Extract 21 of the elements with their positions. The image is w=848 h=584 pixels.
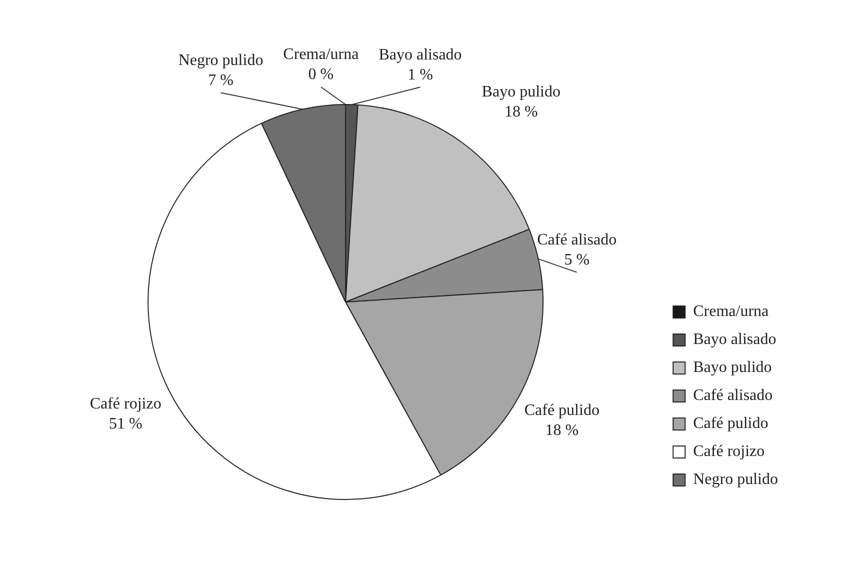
slice-label: Café rojizo bbox=[90, 395, 162, 412]
category-label: Crema/urna bbox=[283, 46, 359, 64]
legend-label: Crema/urna bbox=[693, 303, 769, 320]
slice-label: Negro pulido bbox=[178, 52, 264, 69]
legend-label: Café pulido bbox=[693, 415, 768, 432]
slice-label: Café alisado bbox=[537, 232, 617, 249]
data-label: 18 % bbox=[545, 422, 579, 440]
data-label: 1 % bbox=[408, 66, 433, 84]
legend-label: Bayo alisado bbox=[693, 331, 776, 348]
slice-label: Bayo pulido bbox=[482, 83, 560, 100]
data-label: 18 % bbox=[504, 103, 538, 120]
legend-label: Café rojizo bbox=[693, 443, 765, 460]
legend-label: Negro pulido bbox=[693, 471, 778, 488]
slice-label: Café pulido bbox=[524, 402, 600, 420]
legend-label: Café alisado bbox=[693, 387, 773, 404]
slice-label: Bayo alisado bbox=[378, 46, 462, 64]
legend-label: Bayo pulido bbox=[693, 359, 772, 376]
data-label: 5 % bbox=[564, 252, 590, 269]
text: 0 % bbox=[308, 66, 334, 84]
data-label: 51 % bbox=[108, 415, 142, 432]
data-label: 7 % bbox=[208, 72, 234, 89]
